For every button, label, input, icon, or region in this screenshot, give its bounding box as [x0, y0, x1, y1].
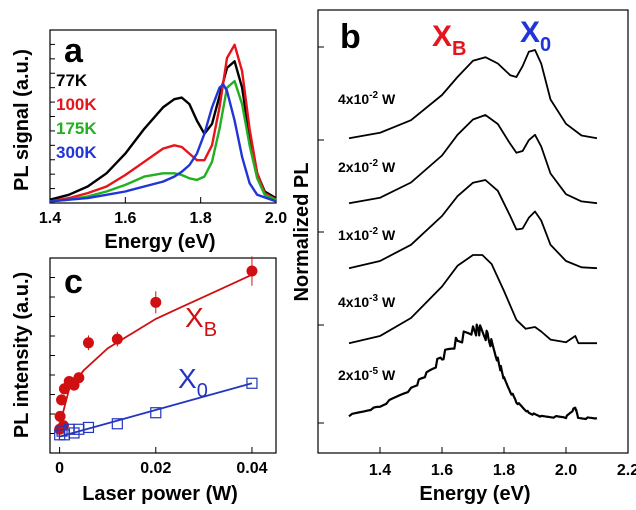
panel-b-xtick-label: 1.4 — [369, 462, 391, 479]
panel-b-power-label: 1x10-2 W — [338, 226, 396, 243]
panel-a-xtick-label: 1.4 — [39, 210, 61, 227]
panel-c-label: c — [64, 263, 83, 301]
panel-a-legend-item: 77K — [56, 71, 88, 90]
panel-c-point-xb — [111, 333, 123, 345]
panel-c-ylabel: PL intensity (a.u.) — [11, 272, 33, 438]
panel-c-point-xb — [56, 394, 68, 406]
panel-b-xtick-label: 1.8 — [493, 462, 515, 479]
panel-a-series-77K — [49, 60, 277, 201]
panel-b-spectrum-1 — [348, 114, 598, 205]
panel-c-point-xb — [82, 337, 94, 349]
panel-a-legend-item: 100K — [56, 95, 97, 114]
panel-c-series-label: XB — [185, 302, 217, 341]
panel-a-ylabel: PL signal (a.u.) — [11, 49, 33, 191]
panel-a-xlabel: Energy (eV) — [104, 231, 215, 253]
panel-a-xtick-label: 1.8 — [190, 210, 212, 227]
panel-c-point-x0 — [56, 425, 68, 437]
panel-b-peak-label: XB — [432, 20, 466, 60]
panel-c-series-label: X0 — [178, 363, 208, 402]
panel-c-point-x0 — [246, 377, 258, 389]
panel-c: 0 0.02 0.04 c XB X0 Laser power (W) PL inte… — [11, 256, 277, 505]
panel-c-point-x0 — [150, 407, 162, 419]
panel-a-series-300K — [49, 83, 277, 203]
panel-b-spectrum-0 — [348, 49, 598, 140]
panel-a-xtick-label: 2.0 — [265, 210, 287, 227]
panel-c-fit-1 — [59, 382, 253, 438]
panel-c-point-xb — [150, 296, 162, 308]
panel-b-spectrum-4 — [348, 323, 598, 421]
panel-b-spectrum-3 — [348, 254, 597, 345]
panel-a-label: a — [64, 32, 84, 70]
panel-b-power-label: 4x10-2 W — [338, 90, 396, 107]
panel-c-point-xb — [73, 372, 85, 384]
panel-b-power-label: 2x10-5 W — [338, 366, 396, 383]
panel-b-xtick-label: 2.2 — [617, 462, 636, 479]
panel-a-legend-item: 300K — [56, 143, 97, 162]
panel-a-series-100K — [49, 43, 277, 203]
panel-b-power-label: 2x10-2 W — [338, 158, 396, 175]
panel-c-point-x0 — [111, 418, 123, 430]
panel-c-xtick-label: 0.04 — [236, 460, 267, 477]
panel-b-power-label: 4x10-3 W — [338, 293, 396, 310]
panel-b-label: b — [340, 18, 361, 56]
panel-a: 1.4 1.6 1.8 2.0 a 77K 100K 175K 300K Energy (e… — [11, 29, 287, 253]
panel-c-point-x0 — [82, 421, 95, 434]
panel-b-ylabel: Normalized PL — [291, 163, 313, 302]
panel-c-xtick-label: 0 — [55, 460, 64, 477]
panel-b-spectrum-2 — [348, 179, 598, 270]
panel-c-xtick-label: 0.02 — [140, 460, 171, 477]
panel-c-xlabel: Laser power (W) — [82, 483, 238, 505]
panel-a-frame — [49, 29, 277, 204]
panel-b-xtick-label: 2.0 — [555, 462, 577, 479]
panel-c-point-xb — [54, 410, 66, 422]
panel-a-series-175K — [49, 79, 277, 203]
panel-b-xlabel: Energy (eV) — [419, 483, 530, 505]
panel-c-point-xb — [246, 265, 258, 277]
panel-b-xtick-label: 1.6 — [431, 462, 453, 479]
panel-a-legend-item: 175K — [56, 119, 97, 138]
panel-a-xtick-label: 1.6 — [114, 210, 136, 227]
